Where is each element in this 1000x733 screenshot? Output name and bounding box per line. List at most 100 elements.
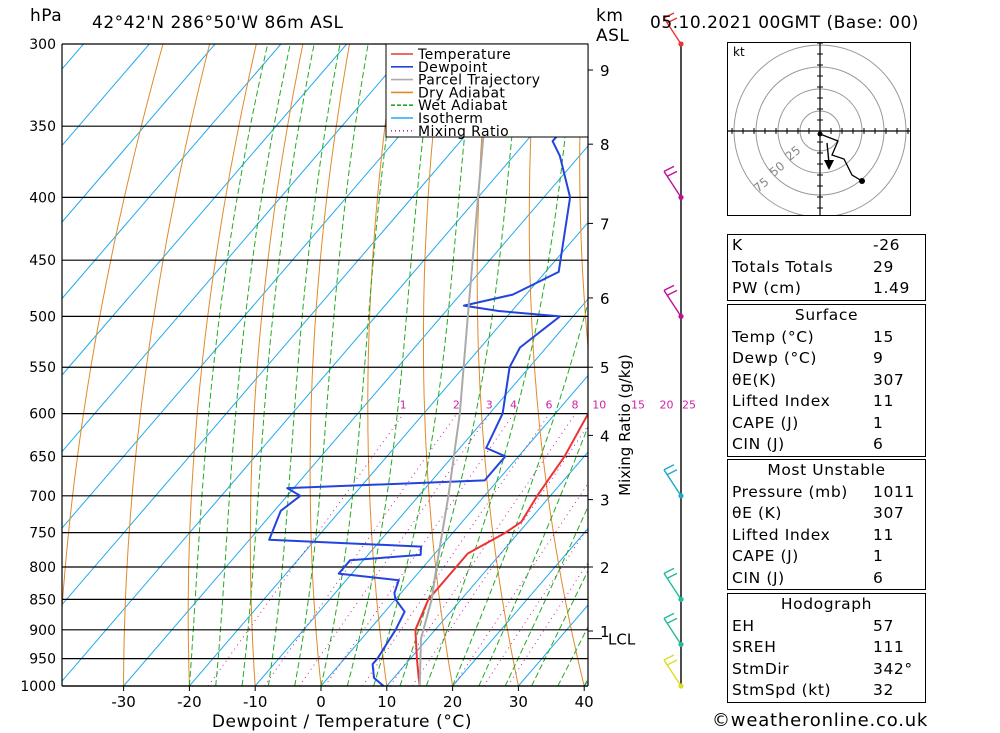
- table-row: Lifted Index 11: [728, 391, 925, 413]
- table-row: CAPE (J) 1: [728, 413, 925, 435]
- table-row: StmDir 342°: [728, 659, 925, 681]
- isotherm-line: [62, 44, 216, 223]
- mixing-ratio-label: 25: [682, 399, 696, 412]
- pressure-tick-label: 750: [29, 526, 56, 542]
- hodograph-unit: kt: [733, 45, 745, 59]
- isotherm-line: [650, 44, 720, 686]
- table-row: θE (K) 307: [728, 503, 925, 525]
- legend-entry: Isotherm: [418, 111, 483, 127]
- row-label: PW (cm): [732, 279, 802, 297]
- table-row: Dewp (°C) 9: [728, 348, 925, 370]
- mixing-ratio-line: [298, 413, 491, 686]
- row-value: 15: [873, 327, 894, 346]
- altitude-unit-km: km: [596, 6, 624, 26]
- wet-adiabat-line: [215, 44, 291, 686]
- hodograph-ring-label: 75: [751, 175, 772, 196]
- pressure-tick-label: 350: [29, 119, 56, 135]
- hodograph-start-point: [817, 131, 823, 137]
- pressure-tick-label: 650: [29, 449, 56, 465]
- row-value: 111: [873, 638, 905, 656]
- row-label: θE (K): [732, 504, 783, 522]
- wind-barb: [663, 654, 682, 687]
- isotherm-line: [189, 221, 588, 686]
- dry-adiabat-line: [423, 44, 454, 686]
- mixing-ratio-line: [389, 413, 576, 686]
- x-tick-label: 40: [575, 693, 594, 711]
- isotherm-line: [62, 44, 282, 300]
- wet-adiabat-line: [294, 44, 369, 686]
- km-tick-label: 2: [600, 559, 610, 577]
- wind-barb: [663, 12, 682, 45]
- pressure-tick-label: 500: [29, 309, 56, 325]
- wet-adiabat-line: [531, 569, 588, 686]
- table-row: CAPE (J) 1: [728, 546, 925, 568]
- row-label: Dewp (°C): [732, 349, 817, 367]
- datetime-label: 05.10.2021 00GMT (Base: 00): [650, 13, 919, 33]
- indices-table: K -26 Totals Totals 29 PW (cm) 1.49: [727, 234, 926, 301]
- x-tick-label: 20: [443, 693, 462, 711]
- km-tick-label: 6: [600, 290, 610, 308]
- dry-adiabat-line: [367, 44, 397, 686]
- table-row: K -26: [728, 235, 925, 257]
- isotherm-line: [320, 374, 588, 686]
- row-label: StmDir: [732, 659, 790, 678]
- dry-adiabat-line: [579, 44, 588, 352]
- mixing-ratio-axis-label: Mixing Ratio (g/kg): [616, 354, 634, 496]
- isotherm-line: [452, 527, 588, 686]
- km-tick-label: 1: [600, 623, 610, 641]
- x-tick-label: -10: [243, 693, 268, 711]
- dry-adiabat-line: [62, 44, 164, 616]
- hodograph-trace: [819, 133, 863, 182]
- hodograph-ring-label: 50: [767, 159, 788, 180]
- mixing-ratio-label: 4: [510, 399, 517, 412]
- x-tick-label: -30: [111, 693, 136, 711]
- row-label: CIN (J): [732, 435, 785, 453]
- wind-barb: [663, 612, 682, 645]
- copyright-label: ©weatheronline.co.uk: [712, 710, 929, 731]
- isotherm-line: [386, 451, 588, 686]
- mixing-ratio-label: 2: [453, 399, 460, 412]
- legend-entry: Dewpoint: [418, 60, 488, 76]
- wind-barb: [663, 165, 682, 198]
- row-value: 6: [873, 435, 884, 453]
- wet-adiabat-line: [557, 625, 588, 686]
- dry-adiabat-line: [629, 44, 716, 686]
- row-value: 11: [873, 525, 894, 544]
- row-label: CIN (J): [732, 568, 785, 587]
- pressure-tick-label: 600: [29, 407, 56, 423]
- wet-adiabat-line: [241, 44, 315, 686]
- isotherm-line: [62, 44, 413, 453]
- pressure-tick-label: 400: [29, 190, 56, 206]
- wet-adiabat-line: [504, 505, 588, 686]
- mixing-ratio-label: 1: [400, 399, 407, 412]
- legend-entry: Parcel Trajectory: [418, 73, 540, 89]
- isotherm-line: [62, 44, 479, 529]
- mixing-ratio-label: 20: [659, 399, 673, 412]
- series-line-parcel-trajectory: [418, 44, 493, 686]
- mixing-ratio-line: [362, 413, 550, 686]
- table-row: θE(K) 307: [728, 370, 925, 392]
- row-label: θE(K): [732, 370, 777, 389]
- wind-barb: [663, 464, 682, 497]
- table-row: Totals Totals 29: [728, 257, 925, 279]
- legend-entry: Dry Adiabat: [418, 85, 505, 101]
- hodograph-table: Hodograph EH 57 SREH 111 StmDir 342° StmSpd (kt…: [727, 593, 926, 703]
- series-line-dewpoint: [268, 44, 588, 686]
- row-label: CAPE (J): [732, 547, 799, 565]
- row-value: 1.49: [873, 279, 910, 297]
- table-section-title: Surface: [794, 306, 859, 324]
- legend-entry: Wet Adiabat: [418, 98, 508, 114]
- mixing-ratio-line: [411, 424, 588, 686]
- mixing-ratio-line: [207, 413, 405, 686]
- table-row: Lifted Index 11: [728, 525, 925, 547]
- table-section-title: Most Unstable: [767, 461, 886, 479]
- hodograph-end-point: [859, 178, 865, 184]
- wet-adiabat-line: [320, 44, 400, 686]
- km-tick-label: 7: [600, 215, 610, 233]
- x-tick-label: -20: [177, 693, 202, 711]
- km-tick-label: 8: [600, 136, 610, 154]
- mixing-ratio-line: [264, 413, 458, 686]
- legend-entry: Mixing Ratio: [418, 124, 509, 140]
- table-section-title: Hodograph: [780, 595, 873, 613]
